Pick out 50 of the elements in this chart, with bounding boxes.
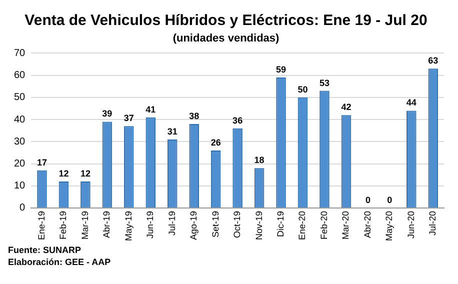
chart-title: Venta de Vehiculos Híbridos y Eléctricos: Ene 19 - Jul 20	[24, 12, 428, 30]
chart-subtitle: (unidades vendidas)	[172, 32, 280, 45]
x-tick-label: Mar-19	[80, 210, 90, 240]
data-label: 31	[167, 126, 178, 136]
y-tick-label: 60	[14, 70, 26, 82]
x-tick-label: Nov-19	[254, 210, 264, 240]
data-label: 63	[428, 56, 438, 66]
data-label: 26	[210, 137, 221, 148]
data-label: 42	[341, 102, 352, 112]
x-tick-label: Abr-20	[362, 210, 372, 238]
source-note: Fuente: SUNARP	[8, 244, 82, 256]
data-label: 53	[319, 78, 330, 88]
x-tick-label: Jun-19	[145, 210, 156, 239]
data-label: 18	[254, 155, 264, 166]
data-label: 17	[36, 157, 47, 168]
y-tick-label: 40	[14, 114, 26, 126]
x-tick-label: Jun-20	[406, 210, 416, 239]
x-tick-label: Oct-19	[232, 210, 242, 238]
x-tick-label: Ago-19	[188, 210, 199, 240]
data-label: 36	[232, 115, 243, 126]
data-label: 0	[365, 194, 370, 205]
x-tick-label: Dic-19	[276, 210, 286, 238]
y-tick-label: 20	[14, 158, 26, 170]
data-label: 37	[124, 113, 134, 124]
x-tick-label: May-20	[384, 210, 394, 242]
y-tick-label: 30	[14, 136, 26, 148]
y-tick-label: 10	[14, 180, 26, 192]
x-tick-label: May-19	[123, 210, 134, 242]
x-tick-label: Jul-20	[428, 210, 438, 236]
x-tick-label: Jul-19	[166, 210, 177, 236]
data-label: 50	[298, 84, 308, 94]
data-label: 39	[102, 108, 112, 119]
data-label: 38	[189, 110, 200, 121]
x-tick-label: Ene-19	[36, 210, 46, 240]
data-label: 59	[276, 64, 286, 75]
x-tick-label: Feb-20	[318, 210, 329, 240]
x-tick-label: Mar-20	[340, 210, 351, 240]
y-tick-label: 50	[14, 92, 26, 104]
data-label: 12	[80, 168, 90, 178]
x-tick-label: Feb-19	[58, 210, 68, 240]
data-label: 0	[387, 194, 392, 205]
y-tick-label: 70	[14, 48, 26, 59]
x-tick-label: Abr-19	[102, 210, 112, 238]
data-label: 41	[146, 104, 156, 114]
y-tick-label: 0	[20, 202, 26, 214]
data-label: 12	[58, 168, 69, 178]
x-tick-label: Ene-20	[297, 210, 308, 240]
text: Elaboración: GEE - AAP	[8, 256, 112, 268]
data-label: 44	[406, 98, 416, 108]
x-tick-label: Set-19	[210, 210, 220, 238]
